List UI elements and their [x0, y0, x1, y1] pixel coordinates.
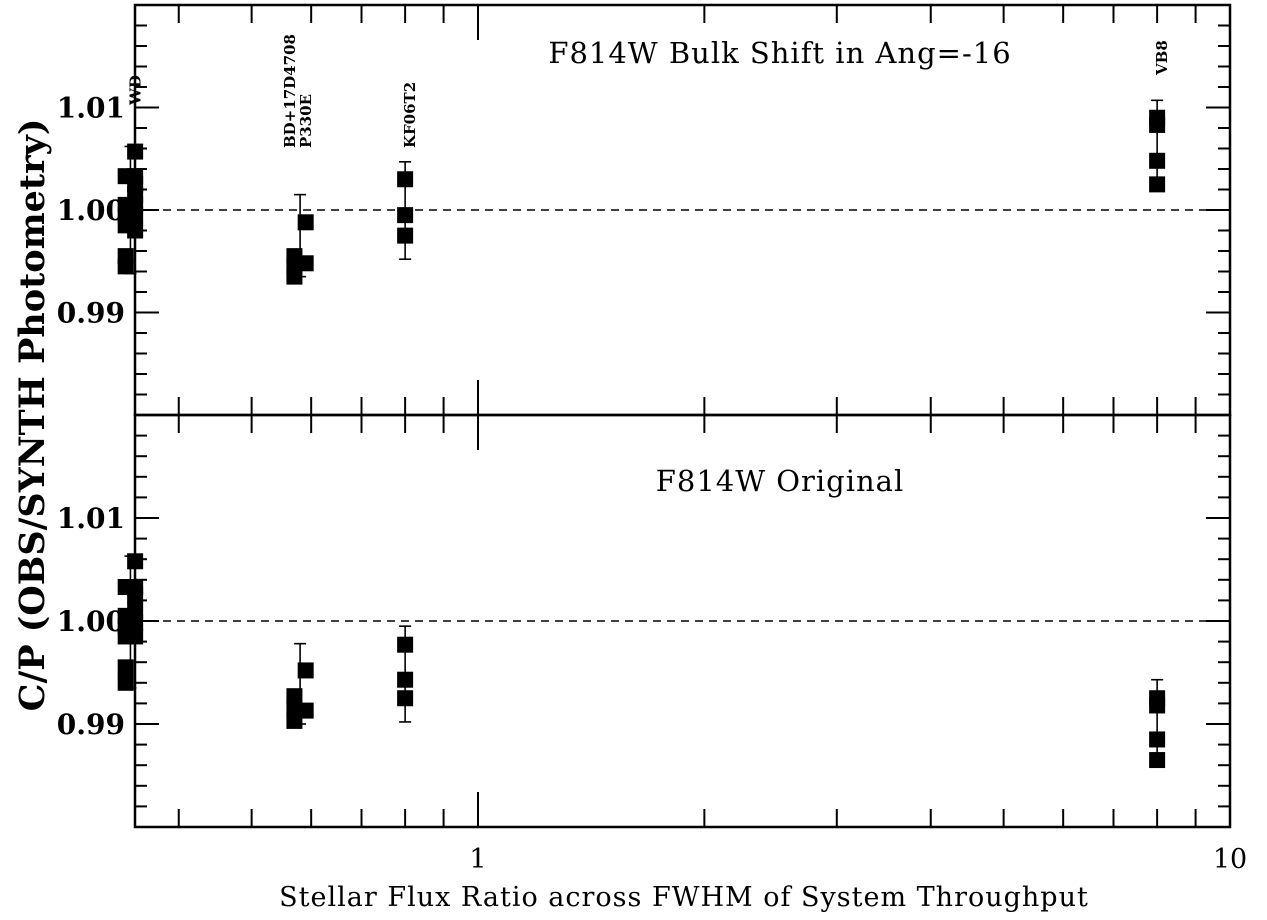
- panel-top: 0.99 1.00 1.01 F814W Bulk Shift in Ang=-16 W…: [57, 3, 1232, 417]
- data-point: [1149, 690, 1166, 707]
- data-point: [117, 659, 134, 676]
- data-point: [1149, 152, 1166, 169]
- data-point: [127, 628, 144, 645]
- data-point: [397, 171, 414, 188]
- group-label: WD: [126, 75, 144, 106]
- data-point: [127, 553, 144, 570]
- data-point: [286, 688, 303, 705]
- data-point: [1149, 752, 1166, 769]
- data-point: [297, 662, 314, 679]
- data-point: [397, 690, 414, 707]
- data-point: [397, 636, 414, 653]
- y-tick-label: 0.99: [57, 297, 125, 330]
- y-tick-label: 0.99: [57, 708, 125, 741]
- data-point: [297, 214, 314, 231]
- panel-title: F814W Bulk Shift in Ang=-16: [548, 36, 1011, 70]
- data-point: [1149, 731, 1166, 748]
- x-axis-label: Stellar Flux Ratio across FWHM of System…: [279, 882, 1089, 913]
- data-point: [297, 255, 314, 272]
- shared-axes: 1 10: [469, 844, 1247, 875]
- y-tick-label: 1.00: [57, 605, 125, 638]
- y-tick-label: 1.01: [57, 502, 125, 535]
- data-point: [1149, 109, 1166, 126]
- data-point: [127, 143, 144, 160]
- data-point: [127, 615, 144, 632]
- y-axis-label: C/P (OBS/SYNTH Photometry): [12, 119, 53, 712]
- panel-title: F814W Original: [656, 464, 905, 498]
- panel-bottom: 0.99 1.00 1.01 F814W Original: [57, 413, 1232, 829]
- y-tick-label: 1.01: [57, 92, 125, 125]
- data-point: [1149, 176, 1166, 193]
- group-label: P330E: [297, 94, 315, 148]
- group-label: KF06T2: [401, 82, 419, 148]
- data-point: [127, 579, 144, 596]
- data-point: [297, 702, 314, 719]
- group-label: VB8: [1153, 40, 1171, 76]
- data-point: [127, 602, 144, 619]
- x-tick-label: 1: [469, 844, 486, 875]
- data-point: [117, 248, 134, 265]
- x-tick-label: 10: [1213, 844, 1247, 875]
- y-tick-label: 1.00: [57, 194, 125, 227]
- group-label: BD+17D4708: [281, 34, 299, 148]
- data-point: [117, 674, 134, 691]
- data-point: [127, 168, 144, 185]
- data-point: [397, 227, 414, 244]
- data-point: [397, 207, 414, 224]
- data-point: [127, 222, 144, 239]
- data-point: [397, 671, 414, 688]
